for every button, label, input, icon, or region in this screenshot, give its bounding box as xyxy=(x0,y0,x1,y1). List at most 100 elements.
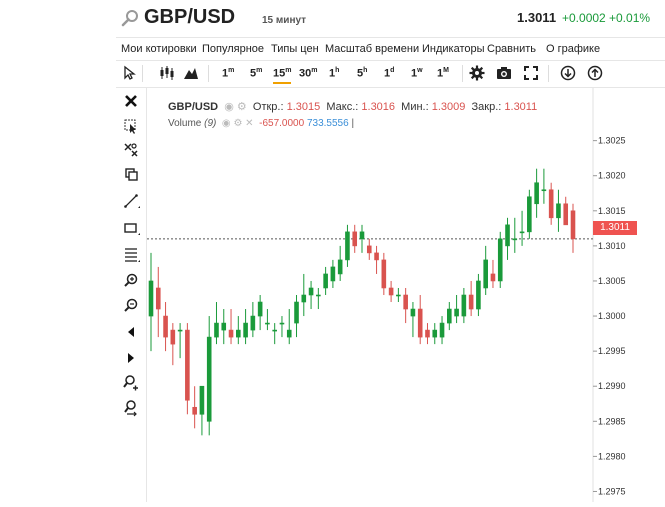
candle-body xyxy=(461,294,467,317)
crosshair-cursor-icon[interactable] xyxy=(122,117,140,135)
settings-icon[interactable] xyxy=(468,64,486,82)
menu-bar: Мои котировки Популярное Типы цен Масшта… xyxy=(116,37,665,61)
legend-close-label: Закр.: xyxy=(471,101,502,113)
candle-body xyxy=(352,231,358,247)
candle-body xyxy=(541,189,547,192)
interval-label: 15 минут xyxy=(262,15,307,26)
timeframe-30m[interactable]: 30m xyxy=(299,67,318,80)
legend-low-value: 1.3009 xyxy=(431,101,466,113)
candle-body xyxy=(570,210,576,240)
last-price: 1.3011 xyxy=(517,10,557,25)
candle-body xyxy=(512,238,518,241)
menu-indicators[interactable]: Индикаторы xyxy=(422,43,485,55)
candle-body xyxy=(410,308,416,317)
legend-symbol: GBP/USD xyxy=(168,101,219,113)
timeframe-15m[interactable]: 15m xyxy=(273,67,292,84)
upload-icon[interactable] xyxy=(586,64,604,82)
chart-type-candles-icon[interactable] xyxy=(158,64,176,82)
menu-time-scale[interactable]: Масштаб времени xyxy=(325,43,420,55)
candle-body xyxy=(294,301,299,324)
timeframe-1h[interactable]: 1h xyxy=(329,67,340,80)
scroll-left-icon[interactable] xyxy=(122,323,140,341)
timeframe-1m[interactable]: 1m xyxy=(222,67,235,80)
volume-value: -657.0000 xyxy=(259,118,305,129)
zoom-in-plus-icon[interactable] xyxy=(122,374,140,392)
candle-body xyxy=(563,203,569,226)
candle-body xyxy=(214,322,219,338)
candle-body xyxy=(374,252,379,261)
toolbar-separator xyxy=(208,65,209,82)
price-change-percent: +0.01% xyxy=(609,11,651,25)
candle-body xyxy=(345,231,350,261)
y-tick-label: 1.2980 xyxy=(598,451,626,461)
candle-body xyxy=(476,280,481,310)
fibonacci-icon[interactable] xyxy=(122,245,140,263)
toolbar: 1m 5m 15m 30m 1h 5h 1d 1w 1M xyxy=(116,60,665,88)
legend-open-label: Откр.: xyxy=(252,101,284,113)
download-icon[interactable] xyxy=(559,64,577,82)
y-tick-label: 1.3000 xyxy=(598,311,626,321)
candle-body xyxy=(497,238,503,282)
candle-body xyxy=(454,308,459,317)
timeframe-1M[interactable]: 1M xyxy=(437,67,449,80)
fullscreen-icon[interactable] xyxy=(522,64,540,82)
legend-high-label: Макс.: xyxy=(326,101,359,113)
candle-body xyxy=(236,329,241,338)
current-price-label: 1.3011 xyxy=(593,221,637,235)
menu-compare[interactable]: Сравнить xyxy=(487,43,537,55)
candle-body xyxy=(381,259,387,289)
trend-line-icon[interactable] xyxy=(122,192,140,210)
cursor-icon[interactable] xyxy=(120,64,138,82)
ohlc-legend: GBP/USD ◉ ⚙ Откр.: 1.3015 Макс.: 1.3016 … xyxy=(168,100,537,113)
volume-ma-value: 733.5556 xyxy=(306,118,349,129)
candle-body xyxy=(425,329,430,338)
candle-body xyxy=(527,196,532,233)
candle-body xyxy=(192,406,197,415)
candle-body xyxy=(286,329,292,338)
chart-type-area-icon[interactable] xyxy=(182,64,200,82)
zoom-out-icon[interactable] xyxy=(122,297,140,315)
candle-body xyxy=(330,266,336,282)
menu-my-quotes[interactable]: Мои котировки xyxy=(121,43,197,55)
candle-body xyxy=(403,294,408,310)
candle-body xyxy=(163,315,168,338)
candle-body xyxy=(265,322,270,325)
timeframe-5m[interactable]: 5m xyxy=(250,67,263,80)
legend-high-value: 1.3016 xyxy=(361,101,396,113)
timeframe-5h[interactable]: 5h xyxy=(357,67,368,80)
copy-icon[interactable] xyxy=(122,166,140,184)
y-tick-label: 1.2975 xyxy=(598,486,626,496)
candle-body xyxy=(439,322,445,338)
price-chart[interactable]: 1.3025 1.3020 1.3015 1.3010 1.3005 1.3000 1.29… xyxy=(147,88,665,502)
magnet-icon[interactable] xyxy=(122,141,140,159)
zoom-reset-icon[interactable] xyxy=(122,399,140,417)
volume-controls-icon[interactable]: ◉ ⚙ ✕ xyxy=(219,118,257,129)
candle-body xyxy=(396,294,401,297)
menu-price-types[interactable]: Типы цен xyxy=(271,43,319,55)
search-icon[interactable] xyxy=(120,8,140,28)
zoom-in-icon[interactable] xyxy=(122,272,140,290)
y-tick-label: 1.3020 xyxy=(598,171,626,181)
chart-area[interactable]: 1.3025 1.3020 1.3015 1.3010 1.3005 1.3000 1.29… xyxy=(147,88,665,502)
camera-icon[interactable] xyxy=(495,64,513,82)
legend-low-label: Мин.: xyxy=(401,101,429,113)
candle-body xyxy=(250,315,256,331)
volume-param: (9) xyxy=(204,118,217,129)
toolbar-separator xyxy=(462,65,463,82)
y-tick-label: 1.3025 xyxy=(598,136,626,146)
candle-body xyxy=(257,301,263,317)
scroll-right-icon[interactable] xyxy=(122,349,140,367)
timeframe-1w[interactable]: 1w xyxy=(411,67,423,80)
menu-about-chart[interactable]: О графике xyxy=(546,43,601,55)
legend-visibility-icon[interactable]: ◉ ⚙ xyxy=(221,101,250,113)
candle-body xyxy=(279,322,285,325)
rectangle-icon[interactable] xyxy=(122,219,140,237)
close-icon[interactable] xyxy=(122,92,140,110)
candle-body xyxy=(548,189,554,219)
menu-popular[interactable]: Популярное xyxy=(202,43,265,55)
timeframe-1d[interactable]: 1d xyxy=(384,67,395,80)
header: GBP/USD 15 минут 1.3011 +0.0002 +0.01% xyxy=(0,0,665,36)
toolbar-separator xyxy=(142,65,143,82)
candle-body xyxy=(323,273,328,289)
candle-body xyxy=(170,329,176,345)
